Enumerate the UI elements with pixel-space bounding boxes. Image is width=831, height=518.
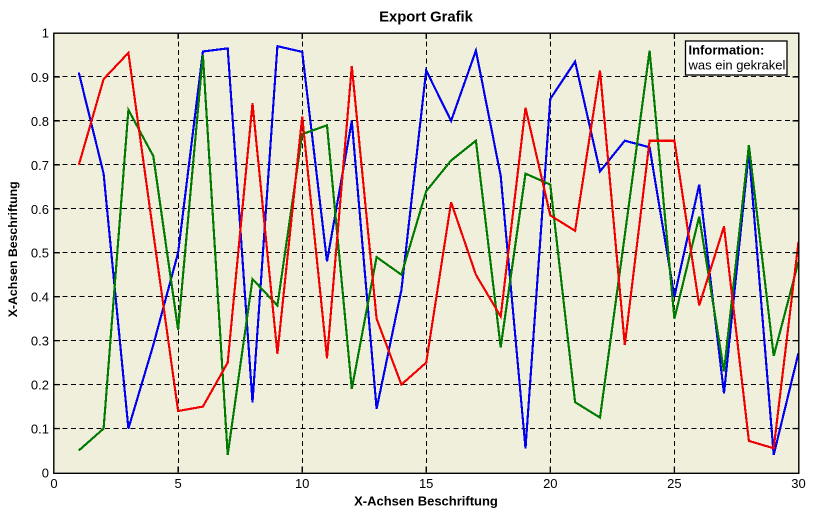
svg-text:15: 15 [419, 476, 433, 491]
svg-text:30: 30 [791, 476, 805, 491]
svg-text:0: 0 [42, 466, 49, 481]
svg-text:20: 20 [543, 476, 557, 491]
svg-text:0: 0 [50, 476, 57, 491]
svg-text:25: 25 [667, 476, 681, 491]
svg-text:1: 1 [42, 26, 49, 41]
svg-text:10: 10 [295, 476, 309, 491]
svg-text:0.7: 0.7 [31, 158, 49, 173]
svg-text:0.1: 0.1 [31, 422, 49, 437]
svg-text:Information:: Information: [689, 43, 765, 58]
svg-text:0.3: 0.3 [31, 334, 49, 349]
svg-text:Export Grafik: Export Grafik [379, 10, 474, 26]
svg-text:0.9: 0.9 [31, 70, 49, 85]
svg-text:5: 5 [174, 476, 181, 491]
svg-text:0.5: 0.5 [31, 246, 49, 261]
svg-text:X-Achsen Beschriftung: X-Achsen Beschriftung [6, 181, 20, 317]
svg-text:0.4: 0.4 [31, 290, 49, 305]
svg-text:0.6: 0.6 [31, 202, 49, 217]
svg-text:was ein gekrakel: was ein gekrakel [688, 58, 786, 73]
svg-text:0.2: 0.2 [31, 378, 49, 393]
svg-text:0.8: 0.8 [31, 114, 49, 129]
svg-text:X-Achsen Beschriftung: X-Achsen Beschriftung [354, 494, 498, 509]
